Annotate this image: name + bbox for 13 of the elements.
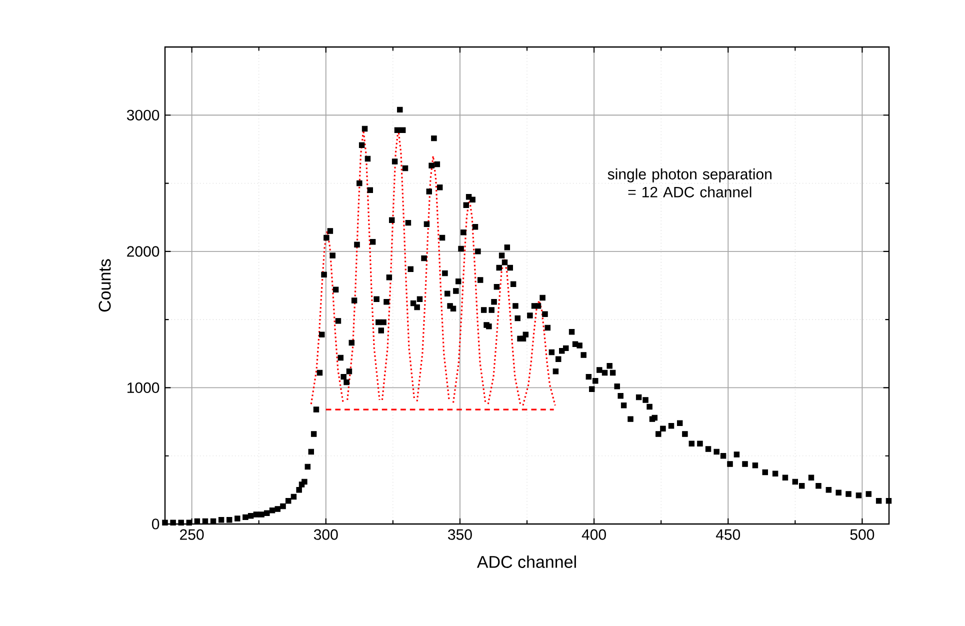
y-tick-label: 2000 bbox=[127, 246, 160, 257]
y-tick-label: 0 bbox=[152, 518, 160, 530]
y-tick-label: 1000 bbox=[128, 382, 160, 394]
x-tick-label: 500 bbox=[850, 529, 874, 540]
x-tick-label: 400 bbox=[582, 529, 606, 540]
x-axis-title: ADC channel bbox=[476, 555, 576, 568]
y-axis-title: Counts bbox=[98, 259, 111, 312]
annotation: single photon separation = 12 ADC channel bbox=[608, 168, 772, 198]
y-tick-label: 3000 bbox=[126, 110, 160, 120]
x-tick-label: 300 bbox=[314, 529, 338, 540]
x-tick-label: 450 bbox=[716, 529, 740, 540]
x-tick-label: 350 bbox=[448, 529, 472, 540]
x-tick-label: 250 bbox=[180, 529, 204, 540]
